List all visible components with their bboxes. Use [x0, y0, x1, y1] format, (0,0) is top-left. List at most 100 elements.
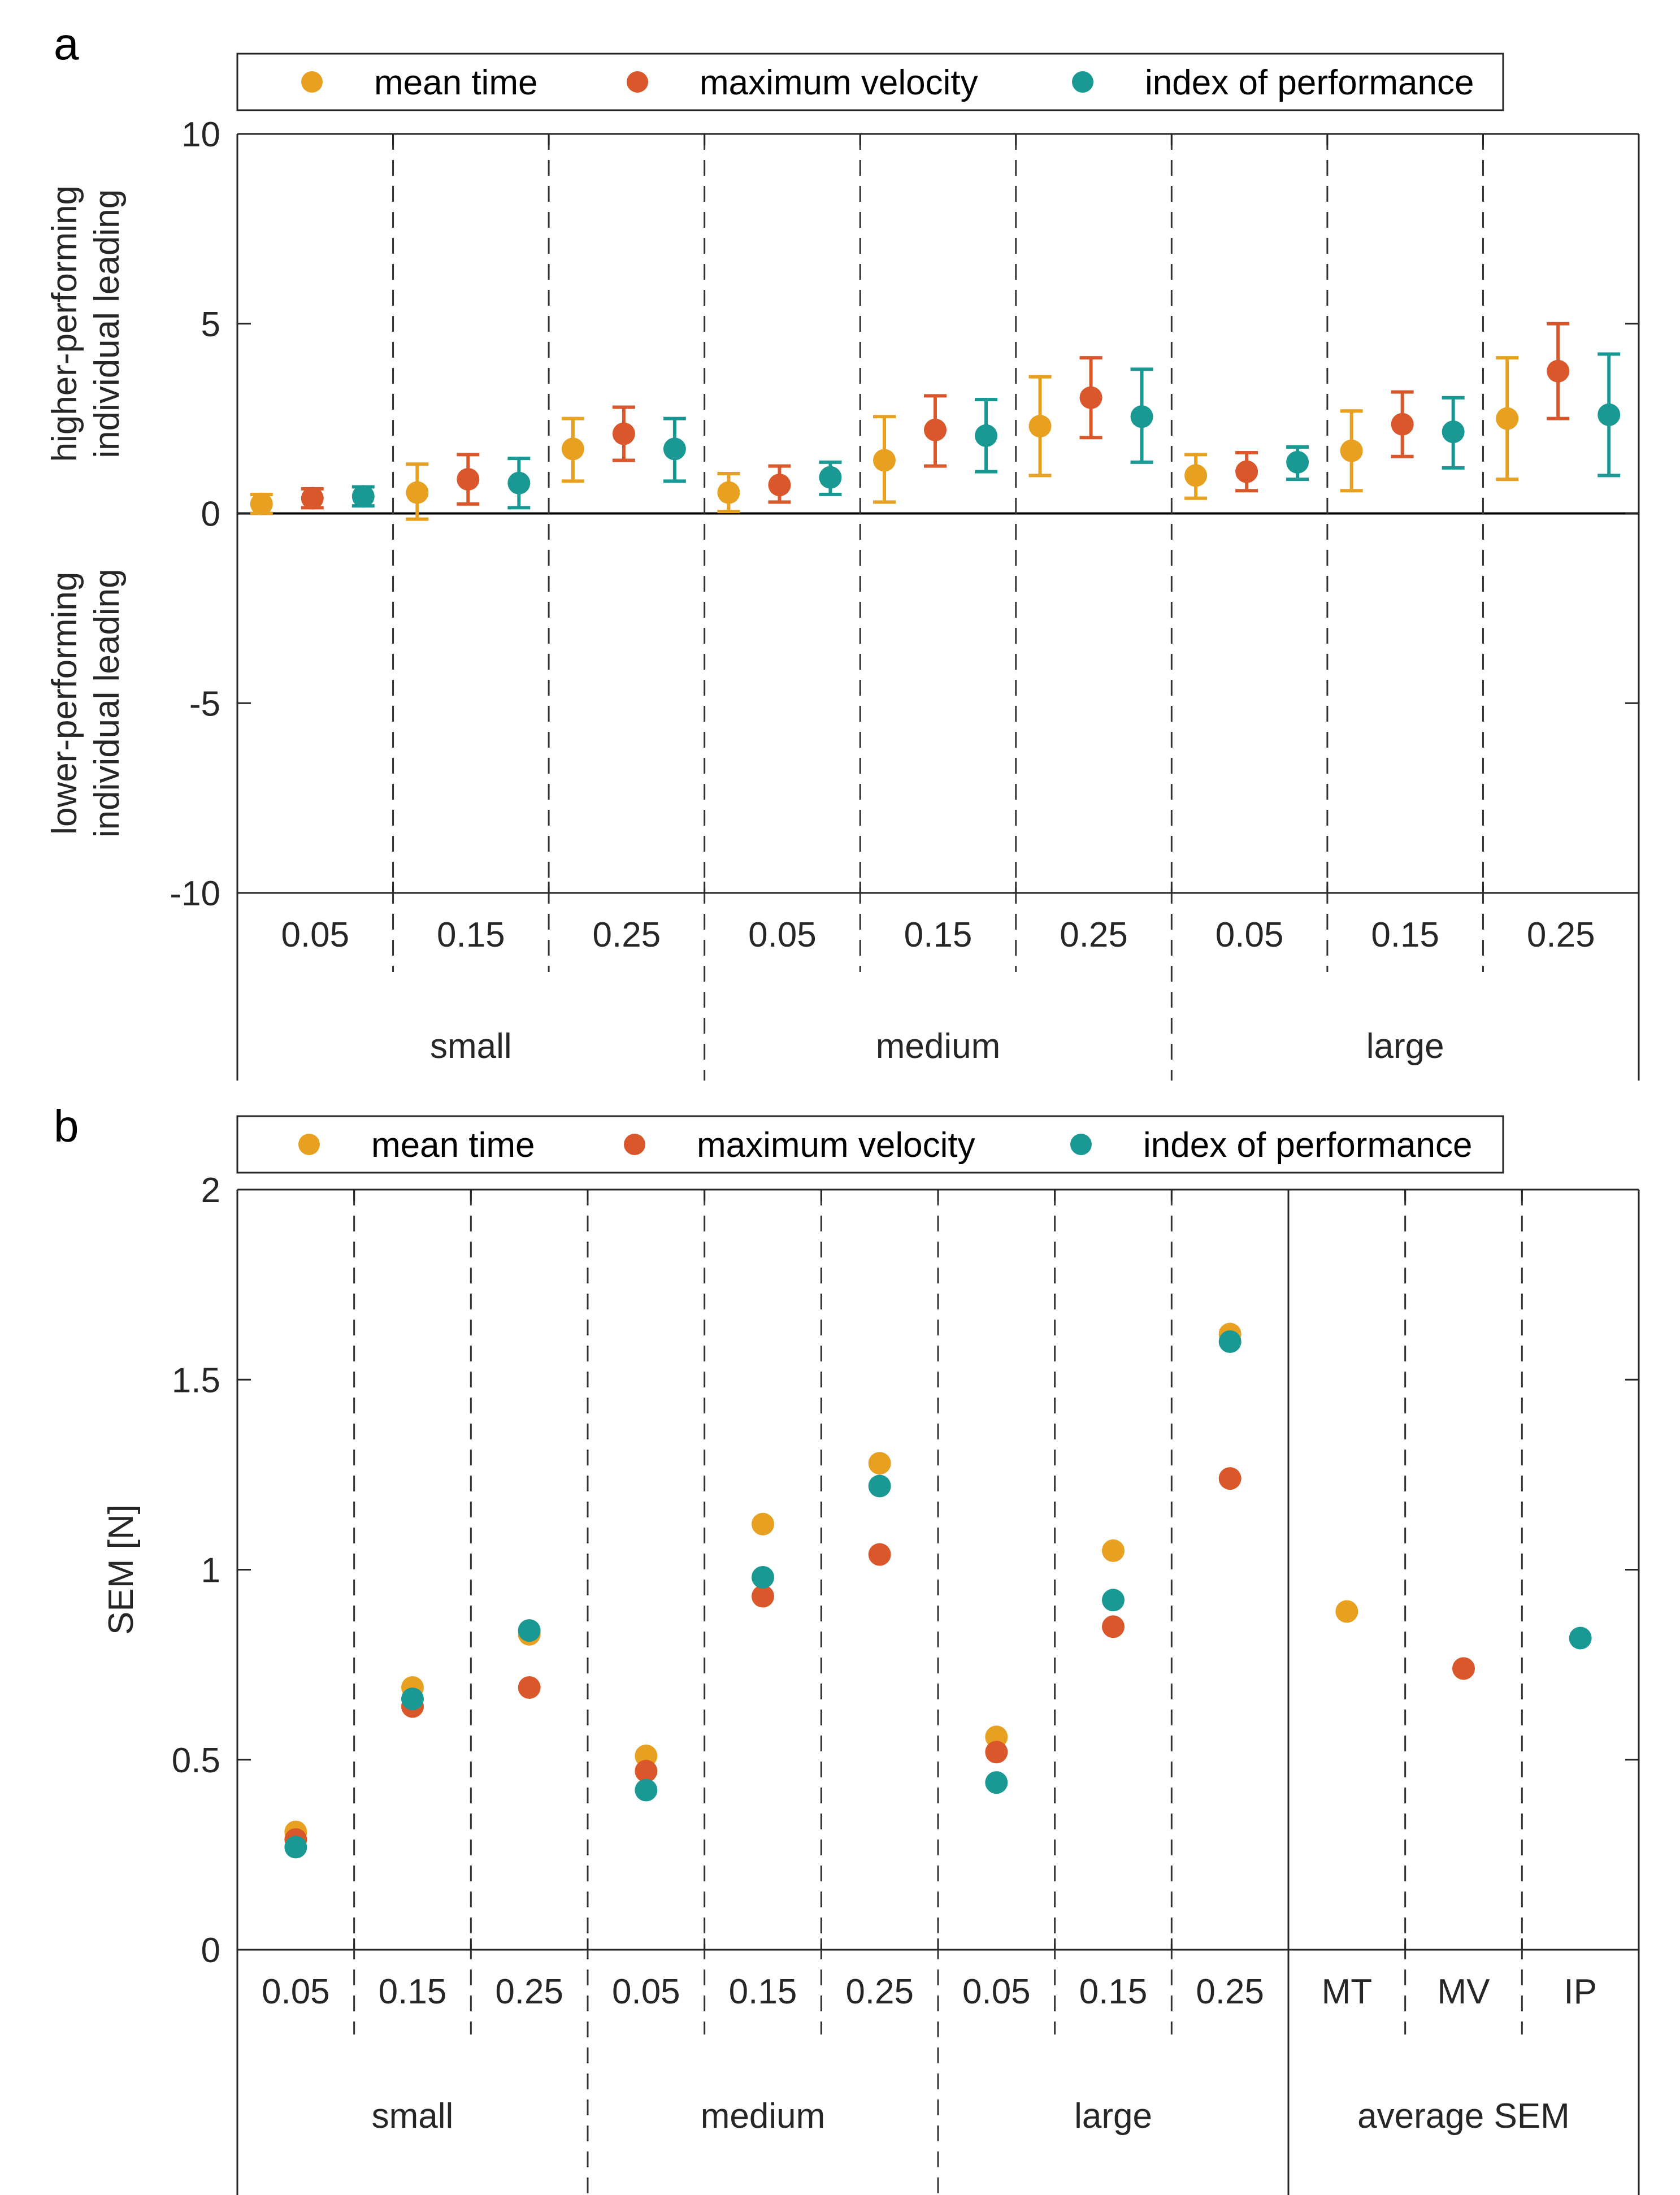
point-index-of-performance — [1597, 403, 1621, 426]
point-maximum-velocity — [1235, 460, 1258, 483]
point-maximum-velocity — [985, 1741, 1008, 1764]
y-label-top-line: higher-performing — [45, 185, 84, 462]
x-tick-label: 0.05 — [612, 1972, 680, 2011]
point-mean-time — [1335, 1600, 1358, 1623]
point-maximum-velocity — [1547, 359, 1570, 383]
panel-b-chart: mean time maximum velocity index of perfor… — [102, 1115, 1640, 2195]
legend-box — [236, 1115, 1504, 1174]
y-tick-label: 0 — [201, 1931, 220, 1970]
group-label-average-SEM: average SEM — [1357, 2097, 1570, 2136]
point-index-of-performance — [663, 437, 686, 461]
group-label-medium: medium — [701, 2097, 826, 2136]
point-maximum-velocity — [752, 1585, 774, 1608]
x-tick-label: 0.25 — [845, 1972, 914, 2011]
point-maximum-velocity — [301, 487, 324, 510]
y-tick-label: 1 — [201, 1551, 220, 1590]
point-maximum-velocity — [1452, 1657, 1475, 1680]
point-mean-time — [752, 1512, 774, 1535]
panel-a-chart: mean time maximum velocity index of perfor… — [45, 53, 1640, 1081]
point-index-of-performance — [868, 1474, 891, 1498]
y-label: SEM [N] — [102, 1504, 141, 1635]
y-tick-label: -5 — [189, 684, 220, 723]
legend-label-maximum-velocity: maximum velocity — [700, 63, 978, 102]
point-index-of-performance — [518, 1619, 541, 1642]
point-mean-time — [1028, 415, 1052, 438]
point-mean-time — [873, 449, 896, 472]
point-index-of-performance — [1442, 420, 1465, 444]
point-index-of-performance — [1218, 1330, 1241, 1353]
point-maximum-velocity — [612, 422, 635, 445]
point-maximum-velocity — [457, 468, 480, 491]
point-maximum-velocity — [1102, 1615, 1125, 1638]
legend-label-maximum-velocity: maximum velocity — [697, 1126, 975, 1165]
y-tick-label: 1.5 — [172, 1361, 220, 1400]
x-tick-label: 0.05 — [962, 1972, 1031, 2011]
legend-label-mean-time: mean time — [374, 63, 537, 102]
x-tick-label: 0.15 — [1371, 916, 1439, 955]
point-maximum-velocity — [1391, 413, 1414, 436]
x-tick-label: MT — [1322, 1972, 1373, 2011]
point-index-of-performance — [635, 1778, 658, 1802]
point-mean-time — [1184, 464, 1208, 487]
x-tick-label: 0.25 — [593, 916, 661, 955]
point-mean-time — [1496, 407, 1519, 430]
point-index-of-performance — [1130, 405, 1153, 428]
legend-box — [236, 53, 1504, 111]
legend-marker-maximum-velocity — [627, 71, 648, 93]
x-tick-label: 0.25 — [1060, 916, 1128, 955]
legend-marker-mean-time — [301, 71, 323, 93]
x-tick-label: 0.25 — [1196, 1972, 1264, 2011]
y-tick-label: 2 — [201, 1171, 220, 1210]
x-tick-label: MV — [1438, 1972, 1491, 2011]
point-maximum-velocity — [635, 1759, 658, 1782]
point-mean-time — [406, 481, 429, 504]
point-index-of-performance — [1286, 450, 1309, 474]
group-label-large: large — [1366, 1027, 1444, 1066]
panel-b-letter: b — [54, 1101, 79, 1151]
y-label-top: higher-performingindividual leading — [45, 185, 127, 462]
group-label-large: large — [1074, 2097, 1152, 2136]
legend-marker-maximum-velocity — [624, 1134, 645, 1155]
group-label-small: small — [430, 1027, 512, 1066]
point-mean-time — [717, 481, 740, 504]
legend-marker-mean-time — [298, 1134, 320, 1155]
y-label-bottom-line: lower-performing — [45, 572, 84, 835]
y-label-bottom: lower-performingindividual leading — [45, 569, 127, 838]
y-tick-label: 5 — [201, 305, 220, 344]
point-mean-time — [868, 1452, 891, 1475]
group-label-medium: medium — [876, 1027, 1001, 1066]
x-tick-label: 0.15 — [729, 1972, 797, 2011]
point-mean-time — [1340, 439, 1363, 462]
point-index-of-performance — [401, 1688, 424, 1711]
legend-marker-index-of-performance — [1072, 71, 1093, 93]
point-index-of-performance — [1102, 1589, 1125, 1612]
x-tick-label: 0.15 — [1079, 1972, 1148, 2011]
point-index-of-performance — [507, 471, 531, 494]
x-tick-label: 0.25 — [1527, 916, 1595, 955]
y-tick-label: -10 — [170, 874, 220, 913]
point-index-of-performance — [284, 1836, 307, 1859]
point-maximum-velocity — [1218, 1467, 1241, 1490]
x-tick-label: 0.05 — [1215, 916, 1284, 955]
legend-label-mean-time: mean time — [371, 1126, 535, 1165]
x-tick-label: 0.05 — [262, 1972, 330, 2011]
group-label-small: small — [372, 2097, 454, 2136]
point-index-of-performance — [752, 1565, 774, 1589]
point-index-of-performance — [819, 466, 842, 489]
point-maximum-velocity — [924, 418, 947, 441]
panel-a-letter: a — [54, 19, 79, 69]
y-tick-label: 0.5 — [172, 1741, 220, 1780]
point-index-of-performance — [985, 1771, 1008, 1794]
legend-label-index-of-performance: index of performance — [1145, 63, 1474, 102]
point-maximum-velocity — [868, 1543, 891, 1566]
point-maximum-velocity — [768, 474, 791, 497]
x-tick-label: 0.15 — [437, 916, 505, 955]
point-maximum-velocity — [518, 1676, 541, 1699]
legend-label-index-of-performance: index of performance — [1143, 1126, 1472, 1165]
point-mean-time — [250, 492, 273, 515]
point-index-of-performance — [975, 424, 997, 447]
y-label-top-line: individual leading — [88, 189, 127, 458]
point-index-of-performance — [1569, 1626, 1592, 1650]
y-label-bottom-line: individual leading — [88, 569, 127, 838]
x-tick-label: 0.05 — [281, 916, 349, 955]
